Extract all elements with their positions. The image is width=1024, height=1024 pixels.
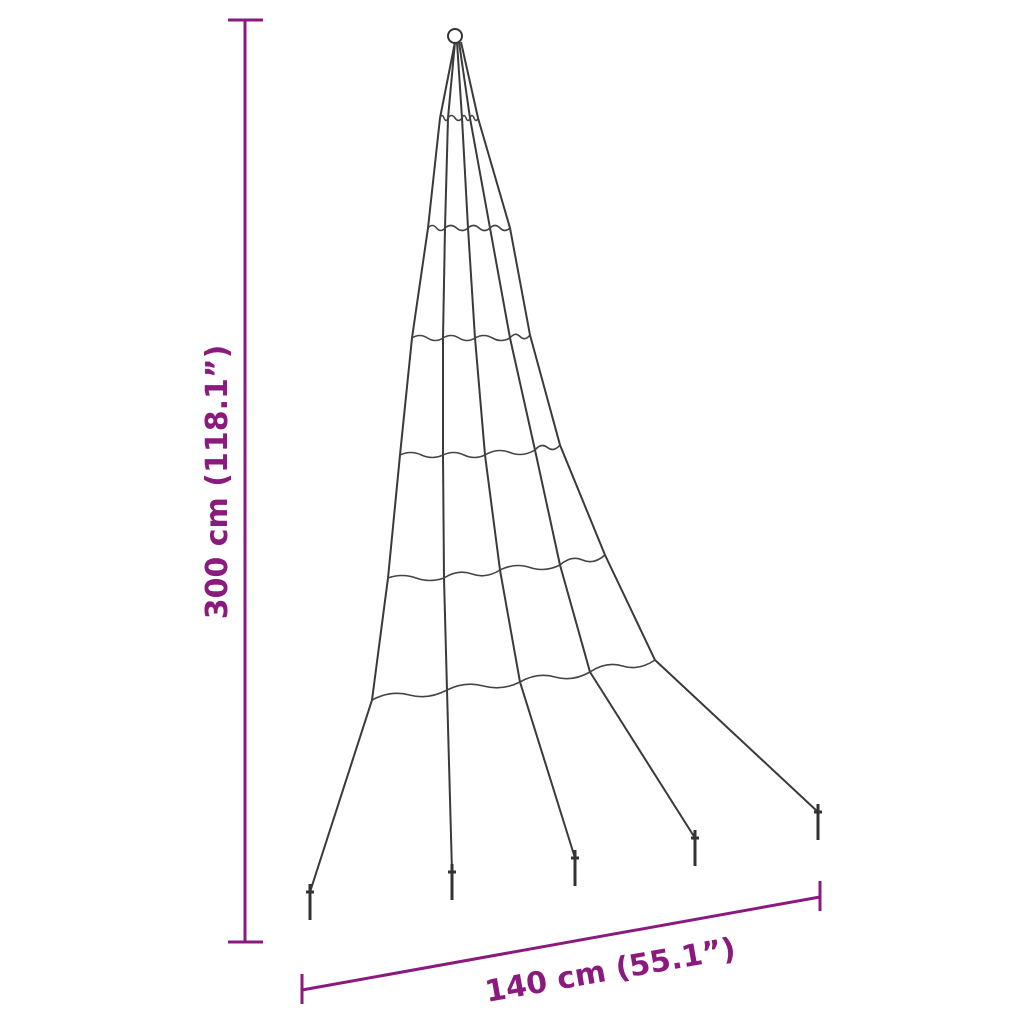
height-label: 300 cm (118.1”) — [200, 345, 235, 620]
width-dimension: 140 cm (55.1”) — [300, 881, 822, 1010]
light-strand — [456, 41, 576, 859]
ground-stake — [691, 830, 699, 866]
light-ring — [399, 444, 561, 459]
width-dimension-line — [301, 895, 821, 992]
light-ring — [439, 114, 479, 122]
light-strand — [458, 41, 696, 839]
height-dimension: 300 cm (118.1”) — [200, 18, 263, 944]
light-ring — [387, 554, 606, 582]
ground-stake — [448, 864, 456, 900]
light-strand — [309, 41, 456, 893]
light-ring — [411, 333, 531, 342]
ground-stake — [571, 850, 579, 886]
top-ring — [447, 28, 463, 44]
light-tree — [306, 28, 822, 920]
light-ring — [427, 224, 511, 232]
light-strand — [460, 41, 819, 813]
ground-stake — [306, 884, 314, 920]
width-label: 140 cm (55.1”) — [482, 931, 738, 1010]
ground-stake — [814, 804, 822, 840]
light-strand — [442, 41, 456, 873]
light-ring — [371, 659, 656, 701]
